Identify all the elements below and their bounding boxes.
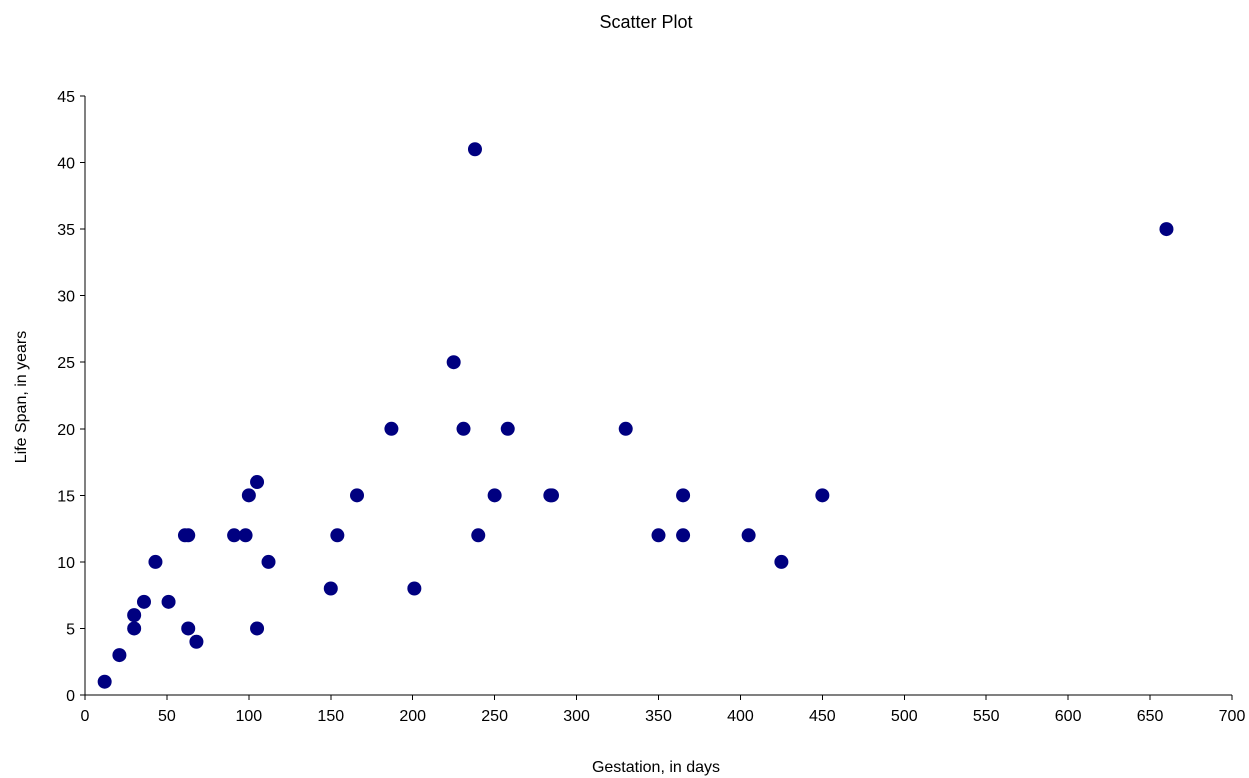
y-tick-label: 30 <box>57 289 75 306</box>
data-point <box>238 528 253 543</box>
data-point <box>456 421 471 436</box>
data-point <box>261 554 276 569</box>
chart-title: Scatter Plot <box>599 12 692 32</box>
x-tick-label: 550 <box>973 708 1000 725</box>
x-tick-label: 400 <box>727 708 754 725</box>
data-point <box>250 621 265 636</box>
y-tick-label: 35 <box>57 222 75 239</box>
y-tick-label: 15 <box>57 488 75 505</box>
x-tick-label: 450 <box>809 708 836 725</box>
data-point <box>815 488 830 503</box>
x-tick-label: 150 <box>317 708 344 725</box>
data-point <box>241 488 256 503</box>
y-tick-label: 0 <box>66 688 75 705</box>
x-tick-label: 0 <box>81 708 90 725</box>
data-point <box>384 421 399 436</box>
data-point <box>500 421 515 436</box>
data-point <box>181 528 196 543</box>
y-tick-label: 25 <box>57 355 75 372</box>
x-tick-label: 50 <box>158 708 176 725</box>
x-axis-title: Gestation, in days <box>592 759 720 776</box>
data-point <box>407 581 422 596</box>
y-tick-label: 10 <box>57 555 75 572</box>
x-tick-label: 200 <box>399 708 426 725</box>
y-tick-label: 5 <box>66 621 75 638</box>
data-point <box>676 488 691 503</box>
x-tick-label: 350 <box>645 708 672 725</box>
data-point <box>350 488 365 503</box>
x-tick-label: 250 <box>481 708 508 725</box>
data-point <box>323 581 338 596</box>
data-point <box>112 648 127 663</box>
data-point <box>181 621 196 636</box>
data-point <box>651 528 666 543</box>
data-point <box>136 594 151 609</box>
data-point <box>446 355 461 370</box>
data-point <box>618 421 633 436</box>
data-point <box>189 634 204 649</box>
x-tick-label: 100 <box>236 708 263 725</box>
data-point <box>161 594 176 609</box>
y-tick-label: 45 <box>57 89 75 106</box>
y-tick-label: 20 <box>57 422 75 439</box>
data-point <box>330 528 345 543</box>
data-point <box>487 488 502 503</box>
data-point <box>148 554 163 569</box>
data-point <box>1159 222 1174 237</box>
data-point <box>774 554 789 569</box>
x-tick-label: 500 <box>891 708 918 725</box>
data-point <box>127 608 142 623</box>
x-tick-label: 700 <box>1219 708 1246 725</box>
data-point <box>676 528 691 543</box>
x-tick-label: 650 <box>1137 708 1164 725</box>
data-point <box>227 528 242 543</box>
data-point <box>741 528 756 543</box>
y-tick-label: 40 <box>57 156 75 173</box>
x-tick-label: 300 <box>563 708 590 725</box>
data-point <box>97 674 112 689</box>
data-point <box>471 528 486 543</box>
data-point <box>127 621 142 636</box>
x-tick-label: 600 <box>1055 708 1082 725</box>
y-axis-title: Life Span, in years <box>13 331 30 464</box>
data-point <box>467 142 482 157</box>
data-point <box>544 488 559 503</box>
data-point <box>250 475 265 490</box>
